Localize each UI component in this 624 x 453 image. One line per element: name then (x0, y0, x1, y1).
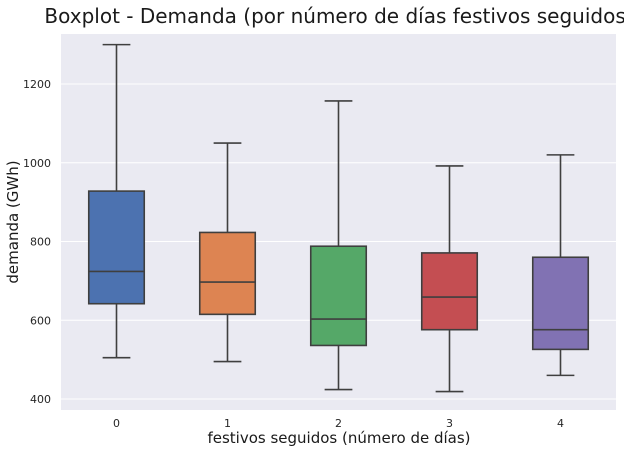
y-tick-label-1000: 1000 (23, 157, 51, 170)
x-axis-label: festivos seguidos (número de días) (207, 429, 470, 447)
box-iqr (420, 252, 479, 331)
box-group-1 (198, 142, 257, 363)
boxes (87, 43, 590, 393)
box-group-4 (531, 154, 590, 377)
y-tick-label-1200: 1200 (23, 78, 51, 91)
y-axis-label: demanda (GWh) (4, 160, 22, 283)
box-group-2 (309, 100, 368, 391)
x-tick-label-0: 0 (113, 417, 120, 430)
x-tick-labels: 0 1 2 3 4 (113, 417, 564, 430)
y-tick-label-600: 600 (30, 314, 51, 327)
y-tick-label-400: 400 (30, 393, 51, 406)
box-iqr (198, 231, 257, 316)
x-tick-label-1: 1 (224, 417, 231, 430)
y-tick-labels: 400 600 800 1000 1200 (23, 78, 51, 406)
box-group-0 (87, 43, 146, 359)
box-iqr (531, 256, 590, 351)
x-tick-label-4: 4 (557, 417, 564, 430)
box-group-3 (420, 165, 479, 393)
x-tick-label-2: 2 (335, 417, 342, 430)
box-iqr (87, 190, 146, 305)
chart-title: Boxplot - Demanda (por número de días fe… (44, 4, 624, 28)
y-tick-label-800: 800 (30, 236, 51, 249)
x-tick-label-3: 3 (446, 417, 453, 430)
box-iqr (309, 245, 368, 347)
